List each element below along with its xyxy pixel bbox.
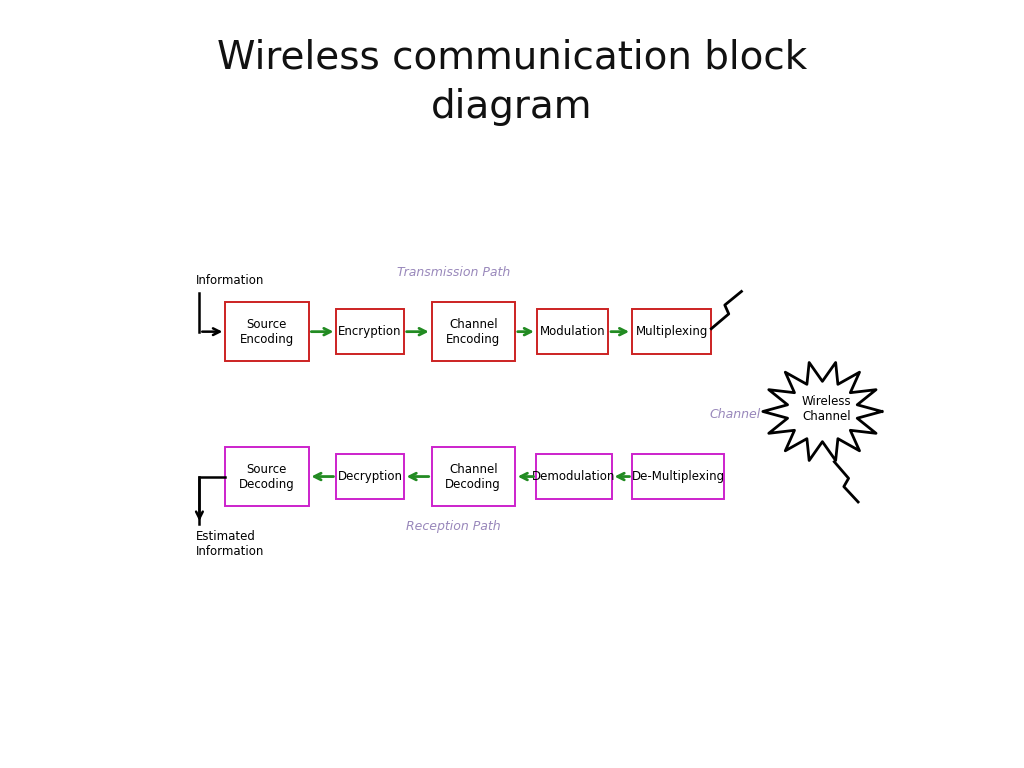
Text: Channel: Channel: [710, 408, 761, 421]
Text: Multiplexing: Multiplexing: [636, 325, 708, 338]
Text: Source
Encoding: Source Encoding: [240, 318, 294, 346]
FancyBboxPatch shape: [633, 455, 724, 498]
FancyBboxPatch shape: [225, 302, 308, 361]
Text: Transmission Path: Transmission Path: [396, 266, 510, 279]
FancyBboxPatch shape: [336, 310, 403, 354]
FancyBboxPatch shape: [431, 447, 515, 506]
Text: Decryption: Decryption: [338, 470, 402, 483]
Text: Channel
Decoding: Channel Decoding: [445, 462, 501, 491]
Text: Information: Information: [196, 274, 264, 287]
Text: Reception Path: Reception Path: [407, 520, 501, 533]
FancyBboxPatch shape: [632, 310, 712, 354]
FancyBboxPatch shape: [537, 455, 611, 498]
Text: Wireless communication block
diagram: Wireless communication block diagram: [217, 38, 807, 127]
FancyBboxPatch shape: [537, 310, 608, 354]
Text: Encryption: Encryption: [338, 325, 401, 338]
Text: Wireless
Channel: Wireless Channel: [802, 395, 851, 422]
FancyBboxPatch shape: [336, 455, 403, 498]
FancyBboxPatch shape: [431, 302, 515, 361]
Text: De-Multiplexing: De-Multiplexing: [632, 470, 725, 483]
Text: Demodulation: Demodulation: [532, 470, 615, 483]
Text: Modulation: Modulation: [540, 325, 605, 338]
Text: Channel
Encoding: Channel Encoding: [446, 318, 501, 346]
Text: Source
Decoding: Source Decoding: [239, 462, 295, 491]
Text: Estimated
Information: Estimated Information: [196, 530, 264, 558]
FancyBboxPatch shape: [225, 447, 308, 506]
